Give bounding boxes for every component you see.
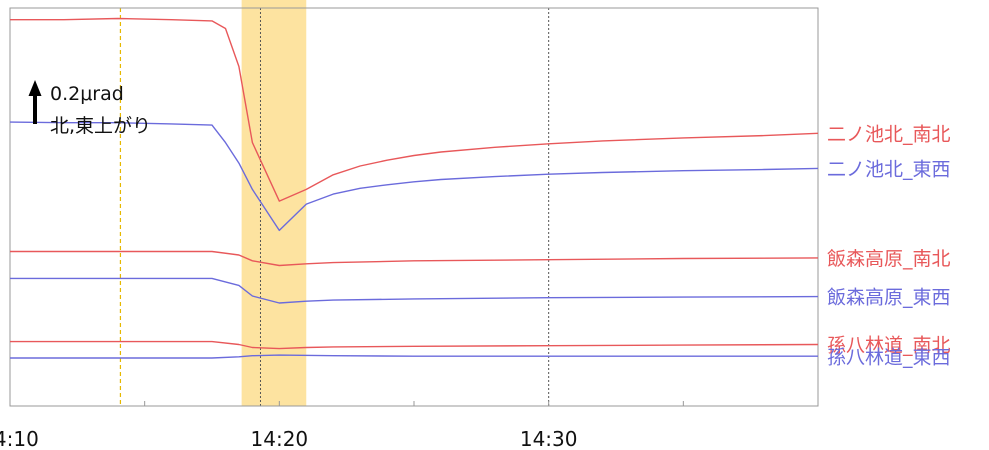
series-line — [9, 121, 819, 232]
series-label-layer: 二ノ池北_南北二ノ池北_東西飯森高原_南北飯森高原_東西孫八林道_南北孫八林道_… — [827, 123, 951, 368]
x-tick-label: 14:10 — [0, 427, 39, 450]
series-label: 孫八林道_南北 — [827, 335, 951, 357]
series-line — [10, 250, 819, 267]
series-label: 二ノ池北_東西 — [827, 158, 951, 180]
series-layer — [9, 17, 819, 359]
series-label: 飯森高原_東西 — [827, 287, 951, 309]
highlight-band — [241, 0, 307, 406]
series-line — [10, 17, 819, 202]
series-label: 二ノ池北_南北 — [827, 123, 951, 145]
highlight-band-layer — [241, 0, 307, 406]
x-tick-label: 14:20 — [251, 427, 309, 450]
series-line — [10, 354, 818, 359]
x-tick-label: 14:30 — [520, 427, 578, 450]
series-label: 飯森高原_南北 — [827, 248, 951, 270]
series-label: 孫八林道_東西 — [827, 346, 951, 368]
scale-value: 0.2μrad — [50, 83, 124, 105]
guide-line-layer — [119, 8, 550, 406]
series-line — [10, 340, 819, 350]
scale-arrow-head — [28, 80, 42, 96]
series-line — [10, 277, 819, 304]
scale-bar: 0.2μrad 北,東上がり — [28, 80, 151, 137]
scale-note: 北,東上がり — [50, 115, 151, 137]
x-tick-layer: 14:10 14:20 14:30 — [0, 401, 684, 450]
